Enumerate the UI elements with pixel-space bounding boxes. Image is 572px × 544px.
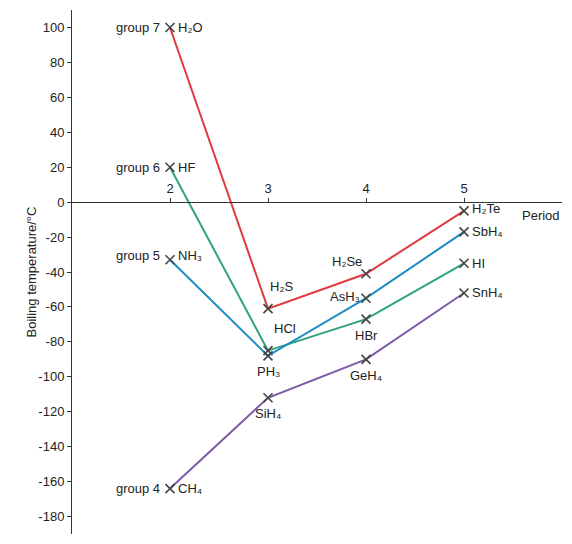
svg-text:HI: HI bbox=[472, 256, 485, 271]
svg-text:40: 40 bbox=[50, 125, 64, 140]
svg-text:80: 80 bbox=[50, 55, 64, 70]
svg-text:-20: -20 bbox=[46, 230, 65, 245]
svg-text:4: 4 bbox=[362, 181, 369, 196]
svg-text:2: 2 bbox=[166, 181, 173, 196]
svg-text:H₂Se: H₂Se bbox=[332, 254, 362, 269]
svg-text:-60: -60 bbox=[46, 299, 65, 314]
svg-text:PH₃: PH₃ bbox=[257, 364, 280, 379]
svg-text:5: 5 bbox=[460, 181, 467, 196]
svg-text:NH₃: NH₃ bbox=[178, 248, 202, 263]
svg-text:SiH₄: SiH₄ bbox=[255, 406, 281, 421]
svg-text:Boiling temperature/°C: Boiling temperature/°C bbox=[24, 207, 39, 338]
svg-text:CH₄: CH₄ bbox=[178, 481, 202, 496]
svg-text:-140: -140 bbox=[38, 439, 64, 454]
svg-text:-120: -120 bbox=[38, 404, 64, 419]
svg-text:group 7: group 7 bbox=[116, 20, 160, 35]
svg-text:SbH₄: SbH₄ bbox=[472, 224, 503, 239]
svg-text:HF: HF bbox=[178, 160, 195, 175]
svg-text:-80: -80 bbox=[46, 334, 65, 349]
svg-text:0: 0 bbox=[57, 195, 64, 210]
svg-text:HBr: HBr bbox=[355, 328, 378, 343]
svg-text:AsH₃: AsH₃ bbox=[330, 289, 360, 304]
svg-text:-160: -160 bbox=[38, 474, 64, 489]
svg-text:20: 20 bbox=[50, 160, 64, 175]
svg-text:SnH₄: SnH₄ bbox=[472, 285, 503, 300]
svg-text:group 4: group 4 bbox=[116, 481, 160, 496]
svg-text:-180: -180 bbox=[38, 509, 64, 524]
svg-text:GeH₄: GeH₄ bbox=[350, 368, 382, 383]
svg-text:H₂S: H₂S bbox=[270, 279, 293, 294]
svg-text:H₂Te: H₂Te bbox=[472, 201, 500, 216]
svg-text:Period: Period bbox=[522, 208, 560, 223]
svg-text:group 6: group 6 bbox=[116, 160, 160, 175]
svg-text:3: 3 bbox=[264, 181, 271, 196]
svg-text:60: 60 bbox=[50, 90, 64, 105]
svg-text:100: 100 bbox=[43, 20, 65, 35]
svg-text:group 5: group 5 bbox=[116, 248, 160, 263]
svg-text:-40: -40 bbox=[46, 265, 65, 280]
svg-text:H₂O: H₂O bbox=[178, 20, 203, 35]
svg-text:HCl: HCl bbox=[274, 321, 296, 336]
svg-text:-100: -100 bbox=[38, 369, 64, 384]
